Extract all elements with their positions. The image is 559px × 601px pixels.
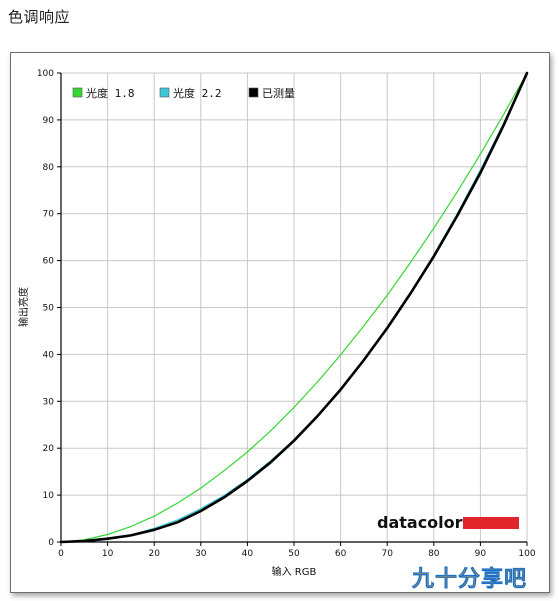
y-tick-label: 70 — [43, 210, 55, 220]
watermark: 九十分享吧 — [412, 561, 527, 593]
y-tick-label: 100 — [37, 69, 54, 79]
legend-label-measured: 已测量 — [262, 87, 295, 100]
grid — [60, 72, 528, 543]
x-tick-label: 90 — [475, 549, 487, 559]
x-tick-label: 60 — [335, 549, 347, 559]
x-tick-label: 80 — [428, 549, 440, 559]
x-tick-label: 40 — [242, 549, 254, 559]
page-title: 色调响应 — [8, 8, 71, 26]
datacolor-logo-text: datacolor — [377, 513, 463, 532]
series-line-gamma-18 — [60, 72, 528, 543]
watermark-text: 九十分享吧 — [412, 567, 528, 593]
datacolor-logo-bar — [463, 517, 519, 529]
y-tick-label: 10 — [43, 491, 55, 501]
y-tick-label: 90 — [43, 116, 55, 126]
y-tick-label: 30 — [43, 397, 55, 407]
x-tick-label: 10 — [102, 549, 114, 559]
y-tick-label: 50 — [43, 304, 55, 314]
x-tick-label: 0 — [58, 549, 64, 559]
y-tick-label: 20 — [43, 444, 55, 454]
x-tick-label: 100 — [518, 549, 535, 559]
legend: 光度 1.8 光度 2.2 已测量 — [72, 86, 295, 100]
legend-swatch-gamma-22 — [159, 87, 170, 98]
x-tick-label: 50 — [288, 549, 300, 559]
x-tick-label: 20 — [148, 549, 160, 559]
y-tick-label: 0 — [48, 538, 54, 548]
chart-frame — [10, 52, 550, 593]
legend-label-gamma-18: 光度 1.8 — [86, 86, 135, 100]
y-tick-label: 40 — [43, 350, 55, 360]
legend-swatch-gamma-18 — [72, 87, 83, 98]
legend-label-gamma-22: 光度 2.2 — [173, 86, 222, 100]
y-tick-label: 60 — [43, 257, 55, 267]
tick-labels: 0 10 20 30 40 50 60 70 80 90 100 0 10 20 30 40 50 60 70 80 9… — [37, 69, 536, 559]
x-tick-label: 70 — [381, 549, 393, 559]
y-tick-label: 80 — [43, 163, 55, 173]
datacolor-logo: datacolor — [377, 513, 519, 532]
x-tick-label: 30 — [195, 549, 207, 559]
axes — [57, 72, 528, 546]
x-axis-label: 输入 RGB — [272, 565, 317, 578]
legend-swatch-measured — [248, 87, 259, 98]
y-axis-label: 输出亮度 — [17, 287, 30, 327]
series-line-measured — [59, 71, 529, 544]
series-lines — [59, 71, 529, 544]
